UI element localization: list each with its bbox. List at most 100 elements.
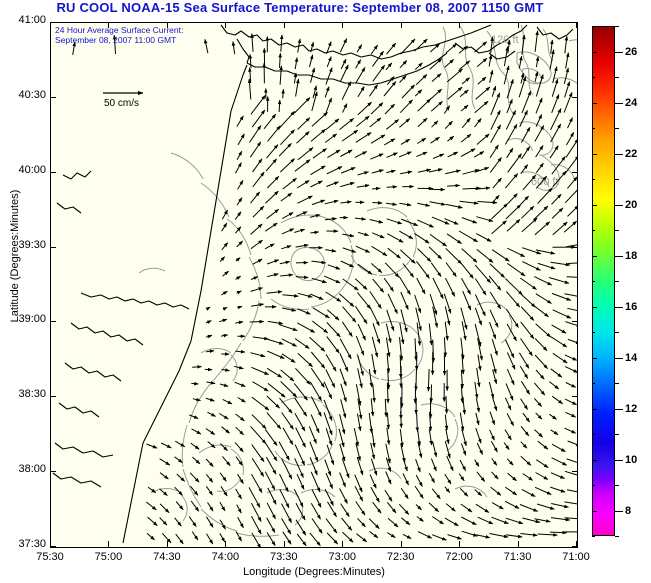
current-vector — [417, 137, 427, 144]
x-tick-mark — [400, 22, 402, 28]
x-tick-mark — [517, 541, 519, 547]
current-vector — [415, 459, 421, 473]
current-vector — [267, 383, 286, 398]
current-vector — [384, 103, 395, 115]
current-vector — [387, 233, 404, 243]
current-vector — [387, 532, 396, 539]
current-vector — [430, 262, 442, 277]
current-vector — [372, 501, 382, 514]
current-vector — [205, 428, 216, 436]
current-vector — [189, 472, 200, 483]
current-vector — [505, 486, 518, 496]
current-vector — [369, 474, 377, 489]
current-vector — [310, 503, 321, 520]
current-vector — [428, 411, 433, 432]
colorbar-minor-tick — [592, 26, 595, 27]
current-vector — [520, 306, 535, 321]
current-vector — [534, 354, 548, 370]
current-vector — [294, 444, 306, 466]
current-vector — [369, 291, 382, 309]
current-vector — [475, 503, 490, 513]
current-vector — [235, 320, 244, 325]
current-vector — [506, 98, 513, 114]
x-tick-label: 73:30 — [270, 551, 298, 563]
current-vector — [506, 368, 515, 386]
current-vector — [563, 92, 573, 113]
current-vector — [417, 429, 422, 447]
current-vector — [491, 339, 498, 356]
current-vector — [235, 413, 245, 422]
current-vector — [488, 54, 493, 67]
current-vector — [503, 442, 510, 450]
current-vector — [552, 66, 558, 84]
current-vector — [235, 426, 244, 436]
current-vector — [550, 429, 559, 436]
current-vector — [535, 162, 544, 173]
current-vector — [503, 46, 509, 67]
x-tick-mark — [108, 22, 110, 28]
current-vector — [506, 219, 521, 232]
current-vector — [265, 222, 278, 232]
current-vector — [205, 320, 212, 324]
current-vector — [207, 502, 214, 512]
current-vector — [325, 354, 337, 372]
current-vector — [266, 175, 280, 189]
current-vector — [551, 156, 566, 175]
current-vector — [549, 49, 555, 70]
current-vector — [416, 260, 430, 279]
current-vector — [534, 221, 551, 236]
current-vector — [324, 217, 337, 221]
current-vector — [325, 428, 333, 446]
current-vector — [416, 151, 428, 158]
current-vector — [475, 427, 482, 444]
current-vector — [309, 441, 319, 462]
x-tick-mark — [50, 541, 51, 547]
current-vector — [281, 412, 294, 430]
current-vector — [401, 84, 415, 99]
current-vector — [311, 260, 327, 265]
current-vector — [490, 486, 502, 496]
current-vector — [489, 429, 495, 441]
current-vector — [415, 307, 422, 332]
current-vector — [310, 396, 322, 417]
current-vector — [263, 441, 278, 462]
current-vector — [444, 414, 449, 431]
current-vector — [476, 133, 490, 145]
y-tick-mark — [50, 246, 56, 248]
current-vector — [387, 247, 401, 259]
current-vector — [145, 501, 157, 511]
colorbar-tick-mark — [615, 459, 623, 461]
current-vector — [280, 369, 295, 382]
colorbar-tick-mark — [615, 204, 623, 206]
current-vector — [369, 531, 379, 539]
current-vector — [548, 277, 570, 284]
current-vector — [507, 262, 526, 277]
current-vector — [520, 126, 531, 143]
current-vector — [207, 441, 216, 449]
current-vector — [534, 125, 545, 142]
current-vector — [309, 54, 314, 68]
y-tick-mark — [572, 396, 578, 398]
colorbar-minor-tick — [592, 128, 595, 129]
current-vector — [490, 124, 502, 143]
current-vector — [326, 41, 332, 54]
current-vector — [489, 263, 505, 278]
current-vector — [282, 427, 294, 446]
current-vector — [355, 132, 372, 143]
y-tick-mark — [572, 96, 578, 98]
current-vector — [325, 291, 342, 302]
x-tick-mark — [576, 541, 577, 547]
current-vector — [205, 306, 211, 311]
current-vector — [192, 456, 201, 465]
current-vector — [461, 428, 467, 447]
current-vector — [295, 78, 300, 97]
current-vector — [176, 473, 186, 482]
current-vector — [428, 246, 442, 260]
current-vector — [354, 278, 368, 290]
current-vector — [432, 441, 438, 458]
current-vector — [522, 473, 534, 481]
current-vector — [522, 174, 537, 191]
current-vector — [340, 182, 355, 188]
current-vector — [281, 518, 292, 535]
current-vector — [504, 123, 518, 145]
